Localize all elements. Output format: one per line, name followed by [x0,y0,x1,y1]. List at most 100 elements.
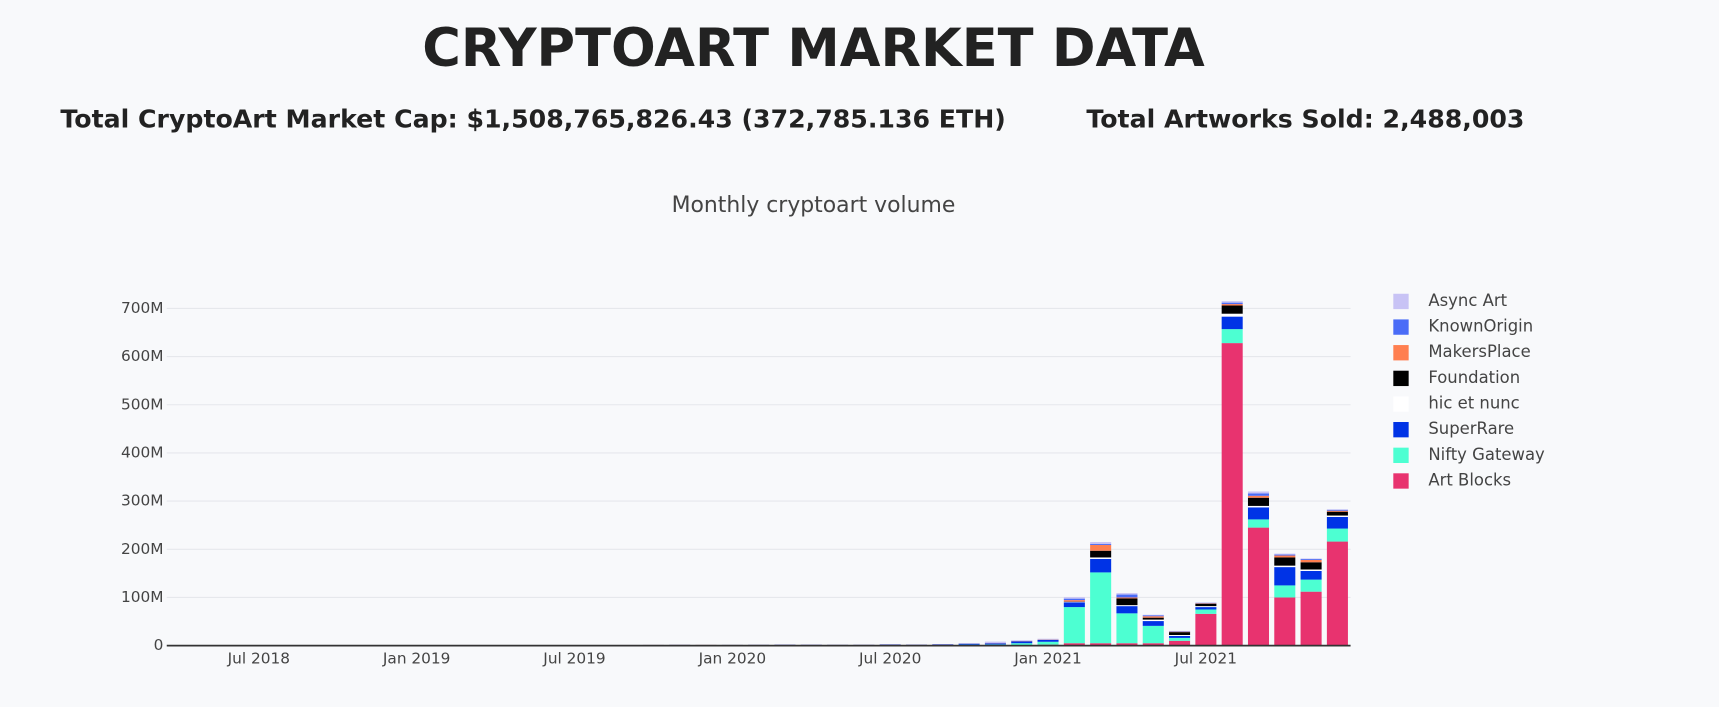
bar-segment [1221,343,1243,646]
legend-label: KnownOrigin [1428,317,1533,336]
bar-segment [1300,570,1322,580]
bar-segment [1221,301,1243,303]
y-tick-label: 700M [121,299,163,317]
x-tick-label: Jul 2019 [542,649,605,667]
bar-segment [1142,616,1164,618]
legend-label: Nifty Gateway [1428,445,1545,464]
bar-segment [1116,597,1138,599]
artworks-sold: Total Artworks Sold: 2,488,003 [1086,105,1524,134]
bar-segment [1274,597,1296,646]
bar-segment [1274,555,1296,558]
bar-segment [1326,541,1348,646]
bar-segment [958,643,980,645]
y-tick-label: 200M [121,540,163,558]
bar-segment [1116,594,1138,598]
bar-segment [1247,519,1270,528]
bar-segment [1090,543,1112,545]
bar-segment [1326,528,1348,542]
bar-segment [1195,607,1217,610]
bar-segment [1221,302,1243,305]
chart-title: Monthly cryptoart volume [672,193,956,218]
bar-segment [1274,585,1296,598]
legend-swatch [1393,370,1409,387]
bar-segment [1274,565,1296,568]
y-tick-label: 300M [121,492,163,510]
bar-segment [1090,542,1112,544]
legend-swatch [1393,447,1409,464]
bar-segment [1063,597,1085,599]
y-tick-label: 500M [121,395,163,413]
y-tick-label: 400M [121,443,163,461]
bar-segment [1326,511,1348,516]
market-cap: Total CryptoArt Market Cap: $1,508,765,8… [60,105,1005,134]
bar-segment [1011,641,1033,644]
bar-segment [1090,550,1112,558]
bar-segment [1247,491,1270,494]
bar-segment [1090,558,1112,573]
legend-label: SuperRare [1428,419,1514,438]
y-tick-label: 0 [154,636,164,654]
bar-segment [1274,553,1296,555]
bar-segment [1116,606,1138,614]
bar-segment [1169,635,1191,636]
bar-segment [1247,527,1270,646]
bar-segment [1116,613,1138,644]
bar-segment [1169,635,1191,638]
legend-label: hic et nunc [1428,394,1519,413]
bar-segment [1142,617,1164,620]
x-tick-label: Jul 2020 [858,649,921,667]
y-tick-label: 600M [121,347,163,365]
legend-label: Async Art [1428,291,1507,310]
bar-segment [1221,305,1243,314]
bar-segment [1300,559,1322,563]
legend-swatch [1393,473,1409,489]
bar-segment [1300,558,1322,560]
bar-segment [1142,615,1164,617]
bar-segment [1274,567,1296,586]
bar-segment [1011,643,1033,646]
legend-label: Foundation [1428,368,1520,387]
bar-segment [1063,600,1085,602]
bar-segment [1326,515,1348,517]
bar-segment [1274,554,1296,556]
x-tick-label: Jul 2021 [1174,649,1237,667]
bar-segment [1142,625,1164,644]
bar-segment [1116,643,1138,646]
x-tick-label: Jan 2019 [382,649,451,667]
x-tick-label: Jan 2021 [1013,649,1082,667]
legend-swatch [1393,319,1409,335]
bar-segment [1169,632,1191,636]
legend-label: MakersPlace [1428,342,1530,361]
bar-segment [984,643,1006,645]
bar-segment [1090,557,1112,559]
bar-segment [1090,572,1112,644]
bar-segment [1247,493,1270,496]
bar-segment [1116,593,1138,595]
bar-segment [1090,544,1112,551]
bar-segment [1063,643,1085,646]
bar-segment [1195,603,1217,607]
bar-segment [1247,497,1270,506]
bar-segment [1063,598,1085,601]
bar-segment [1300,591,1322,646]
bar-segment [1247,505,1270,508]
bar-segment [1169,640,1191,646]
bar-segment [1195,609,1217,614]
bar-segment [1063,602,1085,608]
bar-segment [1169,637,1191,641]
bar-segment [1247,495,1270,498]
bar-segment [1247,507,1270,520]
bar-segment [1037,641,1059,645]
bar-segment [1090,643,1112,646]
legend-swatch [1393,345,1409,361]
bar-segment [1326,509,1348,511]
bar-segment [1037,639,1059,642]
bar-segment [1195,613,1217,646]
legend-label: Art Blocks [1428,470,1511,489]
bar-segment [1221,313,1243,317]
bar-segment [1221,316,1243,330]
bar-segment [1300,579,1322,592]
page-title: CRYPTOART MARKET DATA [422,18,1205,79]
